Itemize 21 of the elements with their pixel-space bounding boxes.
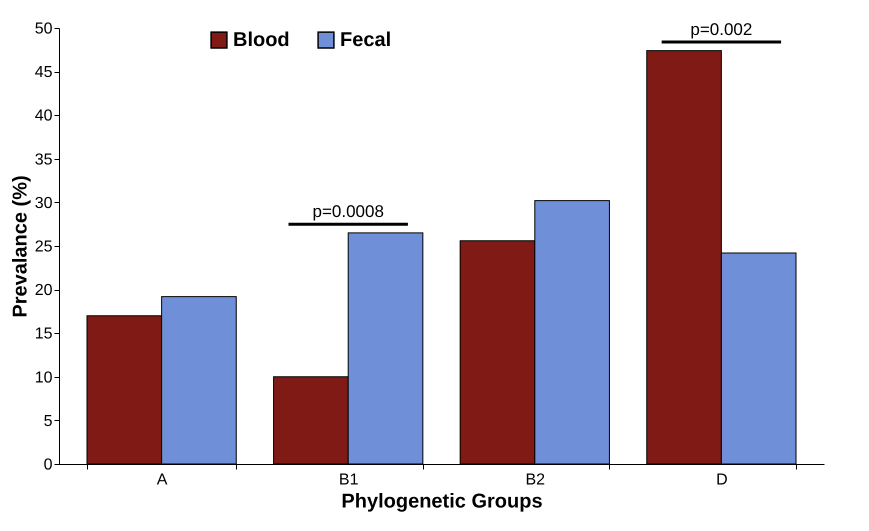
y-tick-label: 0 (44, 456, 53, 474)
y-tick-label: 5 (44, 412, 53, 430)
x-tick-label: D (716, 472, 728, 488)
legend-label: Fecal (340, 29, 392, 52)
x-axis-title: Phylogenetic Groups (341, 490, 543, 512)
y-tick-label: 30 (34, 194, 53, 212)
x-tick-label: B2 (526, 472, 546, 488)
y-tick-label: 40 (34, 108, 53, 125)
legend-label: Blood (233, 29, 290, 52)
annotation: p=0.002 (690, 20, 752, 39)
y-tick-label: 35 (34, 151, 53, 168)
y-axis-title: Prevalance (%) (10, 175, 32, 318)
y-tick-label: 15 (34, 326, 53, 343)
y-tick-label: 25 (34, 238, 53, 256)
y-tick-label: 10 (34, 369, 53, 386)
y-tick-label: 20 (34, 282, 53, 300)
annotation: p=0.0008 (312, 202, 384, 222)
x-tick-label: B1 (338, 472, 359, 488)
y-tick-label: 45 (34, 64, 53, 82)
x-tick-label: A (156, 472, 168, 488)
y-tick-label: 50 (34, 20, 53, 38)
